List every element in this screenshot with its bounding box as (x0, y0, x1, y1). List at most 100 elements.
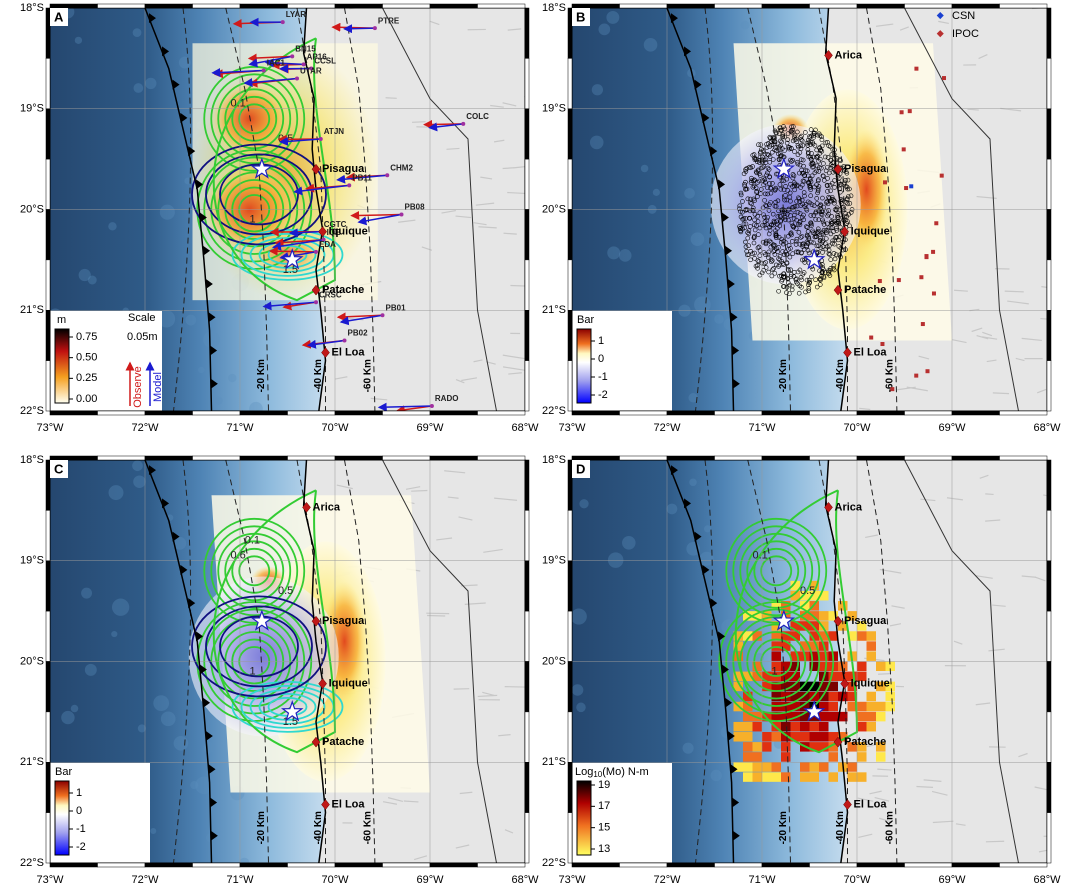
moment-cell (781, 742, 791, 752)
relief (877, 768, 892, 771)
contour-label: 0.1 (231, 98, 246, 110)
slip-contour (725, 517, 828, 624)
seafloor-relief (108, 222, 117, 231)
frame-tick (45, 560, 51, 612)
moment-cell (762, 671, 772, 682)
slab-depth-label: -40 Km (835, 359, 846, 392)
aftershock (789, 220, 795, 226)
aftershock (817, 145, 822, 151)
frame-tick (524, 58, 530, 109)
slab-depth-contour (818, 460, 848, 863)
aftershock (745, 252, 750, 258)
colorbar-title: Bar (577, 314, 594, 326)
moment-cell (743, 671, 753, 682)
epicenter-star (250, 157, 274, 179)
aftershock (784, 290, 789, 295)
relief (879, 817, 892, 823)
aftershock (737, 224, 742, 229)
moment-cell (857, 671, 867, 682)
moment-cell (800, 711, 810, 722)
aftershock (798, 137, 804, 142)
frame-tick (567, 812, 573, 864)
contour-label: 0.5 (800, 585, 815, 597)
frame-tick (429, 455, 478, 461)
aftershock (770, 181, 775, 186)
city-label: Pisagua (322, 163, 365, 175)
lat-label: 19°S (20, 103, 44, 115)
contour-label: 0.1 (245, 535, 260, 547)
frame-tick (761, 3, 810, 9)
scale-value: 0.05m (127, 331, 158, 343)
aftershock (764, 217, 770, 223)
relief (429, 20, 440, 26)
frame-tick (567, 158, 573, 210)
trench-tooth (208, 312, 216, 323)
lon-label: 71°W (226, 874, 254, 886)
frame-tick (856, 3, 905, 9)
frame-tick (524, 661, 530, 713)
seafloor-relief (666, 503, 678, 515)
relief (889, 623, 902, 627)
aftershock (843, 211, 848, 217)
seafloor-relief (579, 499, 589, 509)
city-marker (843, 347, 852, 358)
frame-tick (809, 3, 858, 9)
lat-label: 22°S (20, 405, 44, 417)
moment-cell (838, 601, 848, 611)
moment-cell (857, 721, 867, 732)
aftershock (817, 165, 822, 170)
aftershock (808, 239, 814, 245)
frame-tick (45, 762, 51, 813)
trench-tooth (721, 212, 729, 223)
epicenter-star (772, 157, 796, 179)
moment-cell (790, 681, 800, 692)
aftershock (752, 235, 757, 240)
frame-tick (714, 455, 763, 461)
ipoc-station (924, 254, 929, 259)
aftershock (814, 182, 819, 188)
aftershock (806, 234, 811, 240)
seafloor-relief (81, 587, 93, 599)
frame-tick (666, 410, 715, 416)
aftershock (790, 158, 796, 163)
slab-depth-label: -40 Km (313, 811, 324, 844)
aftershock (826, 269, 831, 275)
aftershock (830, 164, 835, 169)
city-label: Arica (313, 501, 341, 513)
frame-tick (477, 410, 526, 416)
aftershock (778, 186, 784, 192)
seafloor-relief (203, 331, 221, 349)
slab-depth-label: -40 Km (313, 359, 324, 392)
relief (932, 820, 954, 824)
relief (938, 20, 949, 25)
border (382, 460, 497, 863)
relief (1034, 576, 1046, 582)
aftershock (780, 134, 786, 140)
relief (385, 97, 397, 99)
seafloor-relief (84, 663, 97, 676)
relief (953, 640, 963, 645)
gps-station (399, 212, 404, 217)
aftershock (821, 274, 827, 279)
aftershock (826, 225, 832, 231)
aftershock (747, 208, 753, 214)
aftershock (819, 143, 825, 149)
trench-tooth (208, 764, 216, 775)
relief (446, 147, 460, 150)
aftershock (782, 252, 787, 257)
aftershock (825, 183, 830, 189)
aftershock (823, 236, 829, 241)
aftershock (836, 237, 841, 243)
aftershock (806, 286, 812, 291)
moment-cell (828, 671, 838, 682)
seafloor-relief (145, 77, 157, 90)
frame-tick (45, 661, 51, 713)
aftershock (794, 236, 800, 242)
aftershock (836, 221, 842, 226)
frame-tick (567, 510, 573, 561)
aftershock (801, 170, 806, 176)
moment-cell (847, 671, 857, 682)
aftershock (806, 180, 811, 185)
frame-tick (45, 360, 51, 412)
slip-contours (191, 489, 344, 754)
